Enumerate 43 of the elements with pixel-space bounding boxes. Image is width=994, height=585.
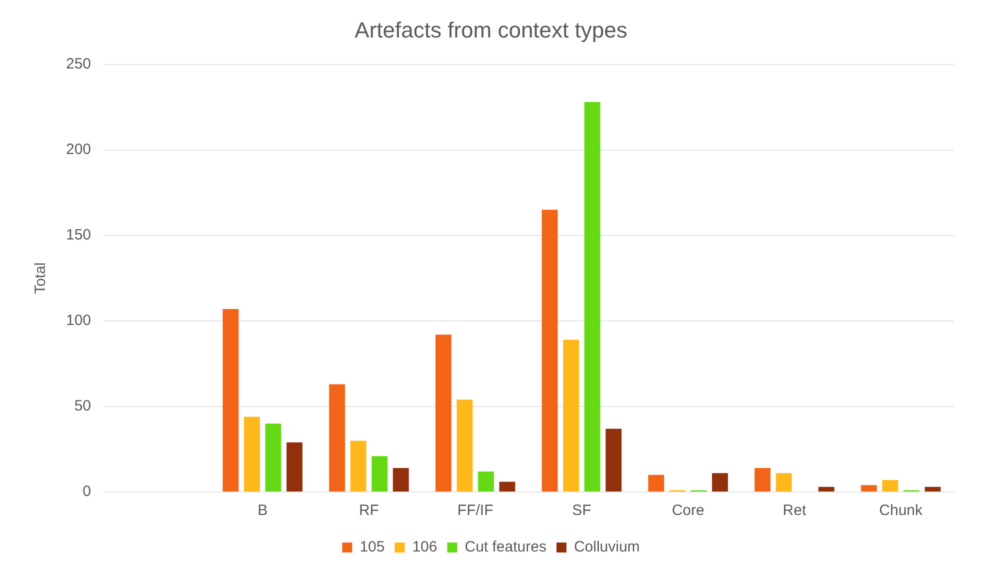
bar xyxy=(329,384,346,492)
bar xyxy=(648,474,664,492)
bar xyxy=(712,473,728,492)
bar xyxy=(754,468,771,492)
bar xyxy=(478,471,494,492)
bar xyxy=(882,480,898,492)
bar xyxy=(818,486,834,492)
bar xyxy=(924,486,941,492)
legend-label: Cut features xyxy=(464,538,546,556)
chart-title: Artefacts from context types xyxy=(354,17,628,42)
legend-label: Colluvium xyxy=(574,538,640,556)
bar xyxy=(542,210,558,492)
bar xyxy=(392,468,409,492)
bar xyxy=(563,340,580,492)
legend-label: 106 xyxy=(412,538,438,556)
bar xyxy=(606,428,622,492)
y-tick-label: 0 xyxy=(82,483,92,500)
x-tick-label: Core xyxy=(672,502,704,520)
x-tick-label: B xyxy=(258,502,268,520)
bar xyxy=(286,442,302,492)
bar xyxy=(372,456,388,492)
bar xyxy=(435,334,452,492)
bar xyxy=(350,440,366,492)
x-tick-label: Ret xyxy=(782,502,807,520)
y-tick-label: 250 xyxy=(66,56,92,73)
x-tick-label: RF xyxy=(358,502,379,520)
bar xyxy=(584,102,600,492)
y-tick-label: 200 xyxy=(66,141,92,158)
y-tick-label: 150 xyxy=(66,226,92,244)
bar xyxy=(776,473,792,492)
legend-label: 105 xyxy=(360,538,385,556)
bar xyxy=(222,308,239,492)
y-axis-title: Total xyxy=(32,262,50,294)
bar xyxy=(265,424,282,492)
bar xyxy=(860,485,877,492)
y-tick-label: 50 xyxy=(74,398,92,415)
y-tick-label: 100 xyxy=(66,312,92,330)
bar xyxy=(499,482,516,492)
x-tick-label: FF/IF xyxy=(457,502,494,520)
x-tick-label: SF xyxy=(572,502,592,520)
bar xyxy=(456,400,473,492)
x-tick-label: Chunk xyxy=(879,502,923,520)
bar xyxy=(244,416,260,492)
